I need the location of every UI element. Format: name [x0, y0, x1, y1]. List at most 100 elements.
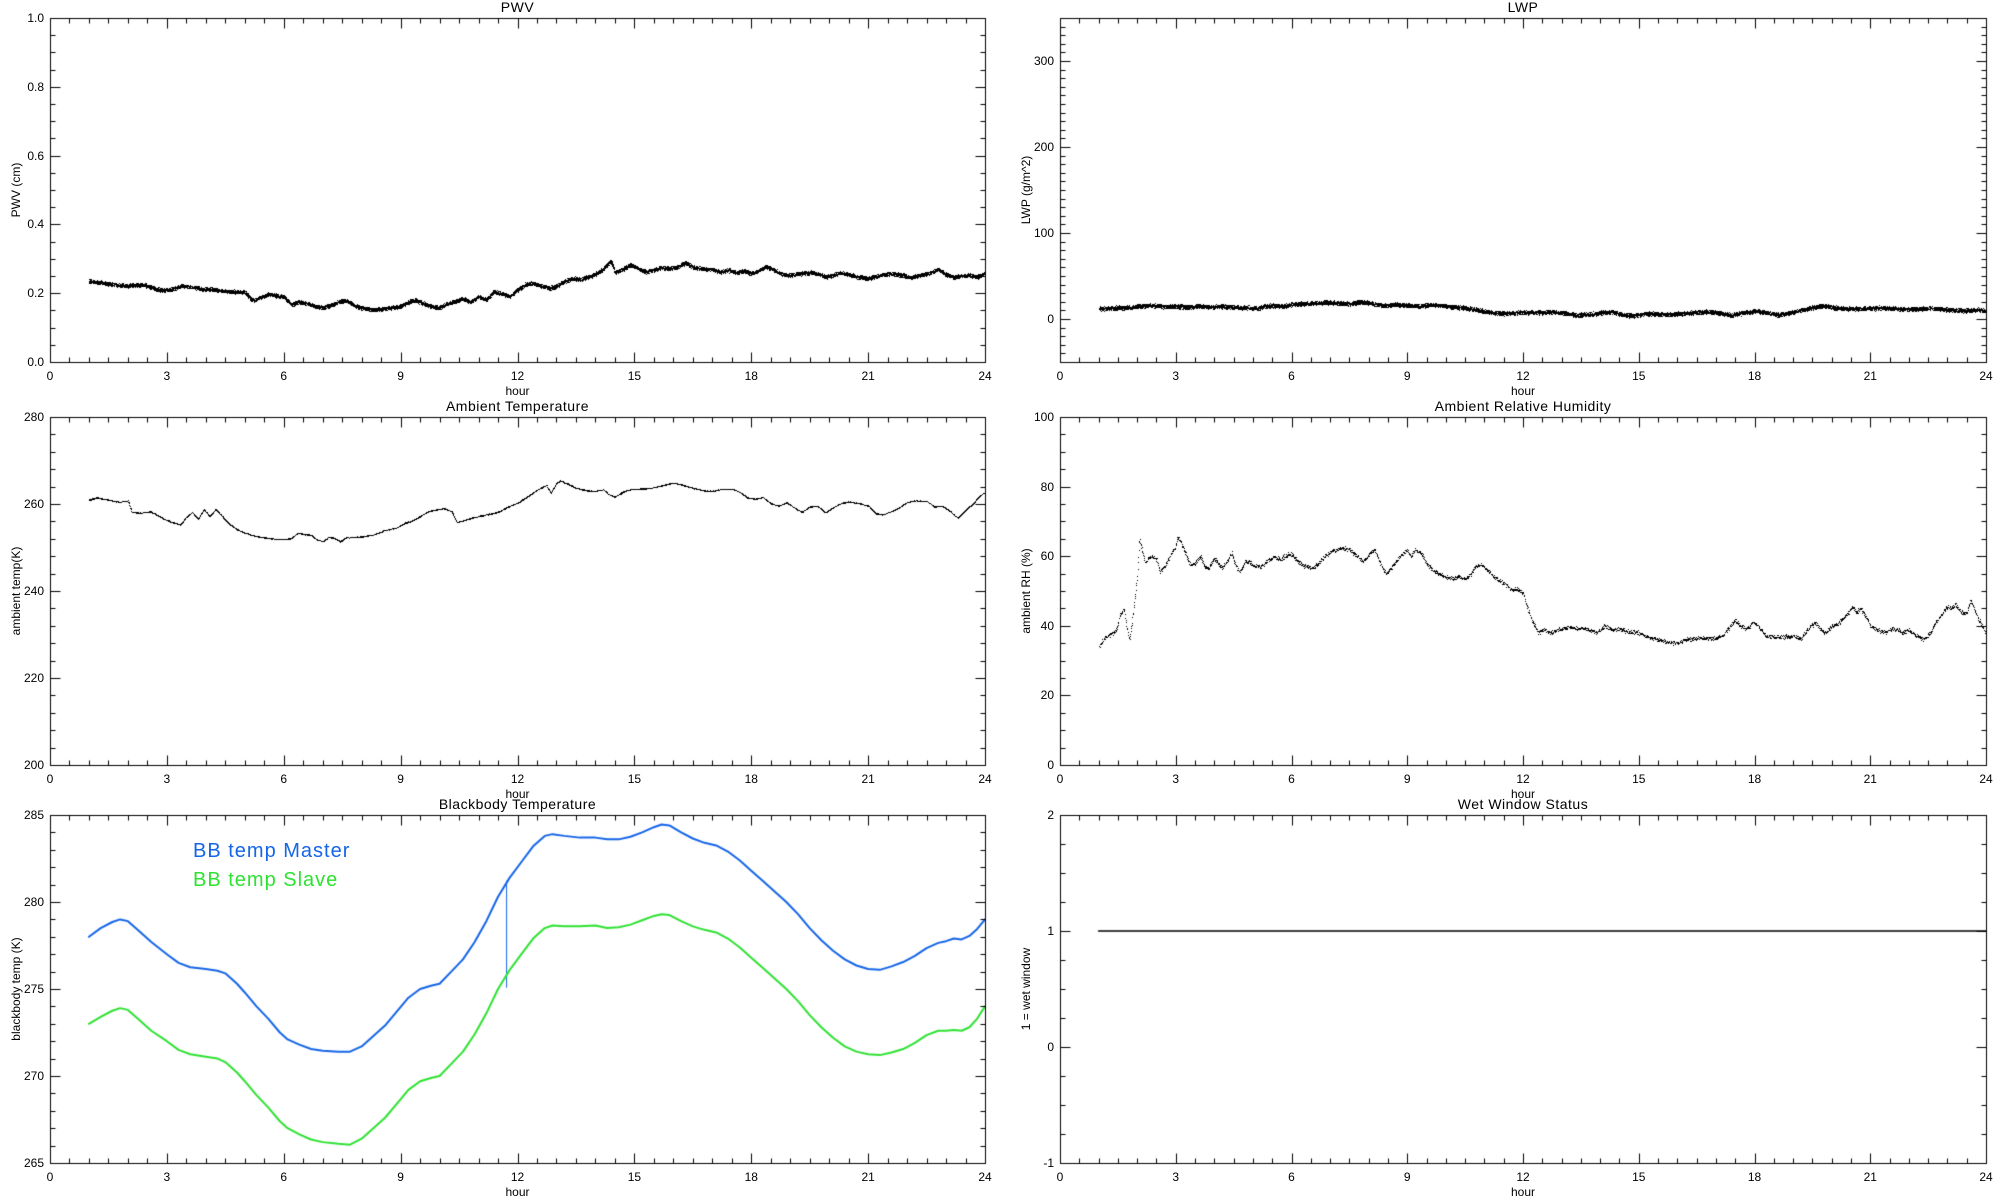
- y-tick-label: 100: [1033, 226, 1054, 240]
- y-tick-label: 270: [23, 1069, 44, 1083]
- y-tick-label: 0.2: [27, 286, 44, 301]
- x-tick-label: 9: [397, 772, 404, 786]
- x-tick-label: 15: [1632, 1170, 1646, 1184]
- x-axis-title: hour: [505, 787, 530, 801]
- x-tick-label: 12: [1516, 369, 1530, 383]
- y-tick-label: 0: [1047, 758, 1054, 772]
- y-tick-label: 280: [23, 410, 44, 424]
- x-tick-label: 15: [627, 1170, 642, 1184]
- x-tick-label: 0: [46, 1170, 54, 1184]
- x-tick-label: 15: [627, 369, 642, 383]
- x-tick-label: 15: [627, 772, 642, 786]
- x-tick-label: 3: [163, 772, 171, 786]
- x-tick-label: 24: [978, 369, 992, 383]
- y-axis-title: ambient RH (%): [1019, 548, 1033, 634]
- x-tick-label: 12: [510, 1170, 525, 1184]
- y-tick-label: 60: [1040, 549, 1054, 564]
- y-axis-title: 1 = wet window: [1019, 947, 1033, 1031]
- x-tick-label: 9: [1403, 1170, 1411, 1184]
- x-tick-label: 15: [1632, 369, 1646, 383]
- x-tick-label: 9: [397, 369, 404, 383]
- y-tick-label: 265: [23, 1156, 44, 1170]
- y-tick-label: 220: [23, 671, 44, 685]
- y-tick-label: 0.8: [27, 79, 44, 94]
- x-axis-title: hour: [505, 1185, 530, 1199]
- x-tick-label: 6: [280, 369, 288, 383]
- x-tick-label: 0: [1056, 369, 1064, 383]
- y-tick-label: 200: [23, 758, 44, 772]
- y-axis-title: ambient temp(K): [9, 546, 23, 636]
- x-tick-label: 3: [1172, 772, 1180, 786]
- y-tick-label: 200: [1033, 140, 1054, 154]
- y-tick-label: 0: [1047, 1040, 1054, 1054]
- y-tick-label: 0: [1047, 312, 1054, 326]
- y-tick-label: 80: [1040, 479, 1054, 494]
- x-tick-label: 21: [1863, 772, 1877, 786]
- y-tick-label: 2: [1047, 808, 1054, 822]
- y-axis-title: PWV (cm): [9, 162, 23, 218]
- x-tick-label: 21: [861, 772, 875, 786]
- x-tick-label: 3: [163, 1170, 171, 1184]
- y-tick-label: 275: [23, 982, 44, 996]
- y-tick-label: 1.0: [27, 11, 44, 25]
- panel-title: Wet Window Status: [1457, 796, 1589, 812]
- panel-title: Blackbody Temperature: [438, 796, 597, 812]
- x-tick-label: 9: [397, 1170, 404, 1184]
- x-tick-label: 24: [978, 1170, 992, 1184]
- y-tick-label: 285: [23, 808, 44, 822]
- x-tick-label: 24: [1979, 1170, 1993, 1184]
- x-tick-label: 18: [1747, 1170, 1762, 1184]
- legend-entry: BB temp Slave: [193, 869, 339, 891]
- x-tick-label: 9: [1403, 369, 1411, 383]
- x-axis-title: hour: [1510, 1185, 1536, 1199]
- x-axis-title: hour: [1510, 384, 1536, 398]
- x-tick-label: 0: [46, 369, 54, 383]
- x-tick-label: 9: [1403, 772, 1411, 786]
- x-tick-label: 15: [1632, 772, 1646, 786]
- x-tick-label: 12: [1516, 1170, 1530, 1184]
- x-tick-label: 0: [1056, 772, 1064, 786]
- x-tick-label: 24: [1979, 369, 1993, 383]
- legend-entry: BB temp Master: [193, 840, 351, 862]
- x-tick-label: 6: [1288, 1170, 1295, 1184]
- x-axis-title: hour: [1510, 787, 1536, 801]
- y-tick-label: 0.4: [27, 217, 44, 232]
- y-tick-label: 40: [1040, 618, 1054, 633]
- x-tick-label: 0: [46, 772, 54, 786]
- x-tick-label: 21: [1863, 1170, 1877, 1184]
- x-tick-label: 21: [861, 1170, 875, 1184]
- x-tick-label: 3: [163, 369, 171, 383]
- y-tick-label: 0.0: [27, 355, 44, 369]
- y-axis-title: blackbody temp (K): [9, 937, 23, 1041]
- x-tick-label: 12: [510, 772, 525, 786]
- y-tick-label: 240: [23, 584, 44, 598]
- x-tick-label: 0: [1056, 1170, 1064, 1184]
- y-tick-label: 100: [1033, 410, 1054, 424]
- x-tick-label: 6: [1288, 369, 1295, 383]
- x-tick-label: 24: [1979, 772, 1993, 786]
- panel-title: Ambient Temperature: [445, 398, 590, 414]
- y-tick-label: 280: [23, 895, 44, 909]
- x-tick-label: 18: [744, 1170, 758, 1184]
- y-tick-label: 1: [1047, 924, 1054, 938]
- x-tick-label: 21: [861, 369, 875, 383]
- y-axis-title: LWP (g/m^2): [1019, 155, 1033, 225]
- x-tick-label: 24: [978, 772, 992, 786]
- panel-title: PWV: [500, 0, 535, 15]
- y-tick-label: 300: [1033, 54, 1054, 68]
- x-tick-label: 18: [744, 772, 758, 786]
- x-tick-label: 18: [744, 369, 758, 383]
- x-tick-label: 12: [510, 369, 525, 383]
- x-tick-label: 21: [1863, 369, 1877, 383]
- y-tick-label: 260: [23, 497, 44, 511]
- x-tick-label: 6: [280, 772, 288, 786]
- y-tick-label: -1: [1043, 1156, 1054, 1170]
- x-tick-label: 18: [1747, 369, 1762, 383]
- x-tick-label: 18: [1747, 772, 1762, 786]
- x-tick-label: 3: [1172, 369, 1180, 383]
- panel-title: Ambient Relative Humidity: [1434, 398, 1612, 414]
- x-tick-label: 6: [280, 1170, 288, 1184]
- x-tick-label: 3: [1172, 1170, 1180, 1184]
